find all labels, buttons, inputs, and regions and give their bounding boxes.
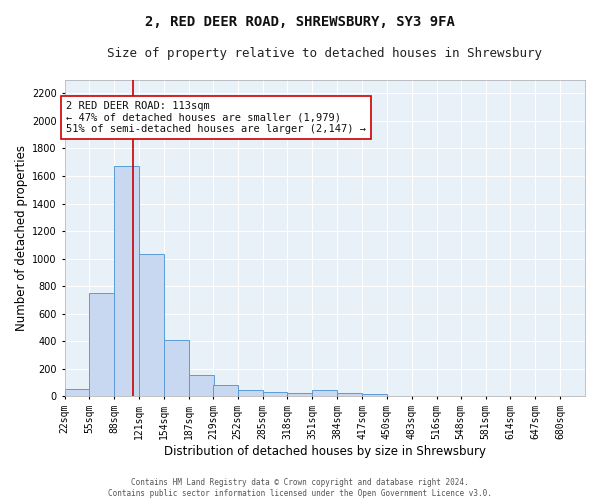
Bar: [213, 385, 238, 396]
Text: 2, RED DEER ROAD, SHREWSBURY, SY3 9FA: 2, RED DEER ROAD, SHREWSBURY, SY3 9FA: [145, 15, 455, 29]
Bar: [238, 390, 263, 396]
Bar: [65, 389, 89, 396]
Bar: [89, 293, 114, 396]
Bar: [287, 394, 313, 396]
X-axis label: Distribution of detached houses by size in Shrewsbury: Distribution of detached houses by size …: [164, 444, 486, 458]
Bar: [189, 376, 214, 396]
Title: Size of property relative to detached houses in Shrewsbury: Size of property relative to detached ho…: [107, 48, 542, 60]
Bar: [362, 394, 387, 396]
Bar: [139, 254, 164, 396]
Text: 2 RED DEER ROAD: 113sqm
← 47% of detached houses are smaller (1,979)
51% of semi: 2 RED DEER ROAD: 113sqm ← 47% of detache…: [66, 101, 366, 134]
Bar: [313, 390, 337, 396]
Bar: [337, 392, 362, 396]
Text: Contains HM Land Registry data © Crown copyright and database right 2024.
Contai: Contains HM Land Registry data © Crown c…: [108, 478, 492, 498]
Bar: [164, 340, 189, 396]
Y-axis label: Number of detached properties: Number of detached properties: [15, 145, 28, 331]
Bar: [114, 166, 139, 396]
Bar: [263, 392, 287, 396]
